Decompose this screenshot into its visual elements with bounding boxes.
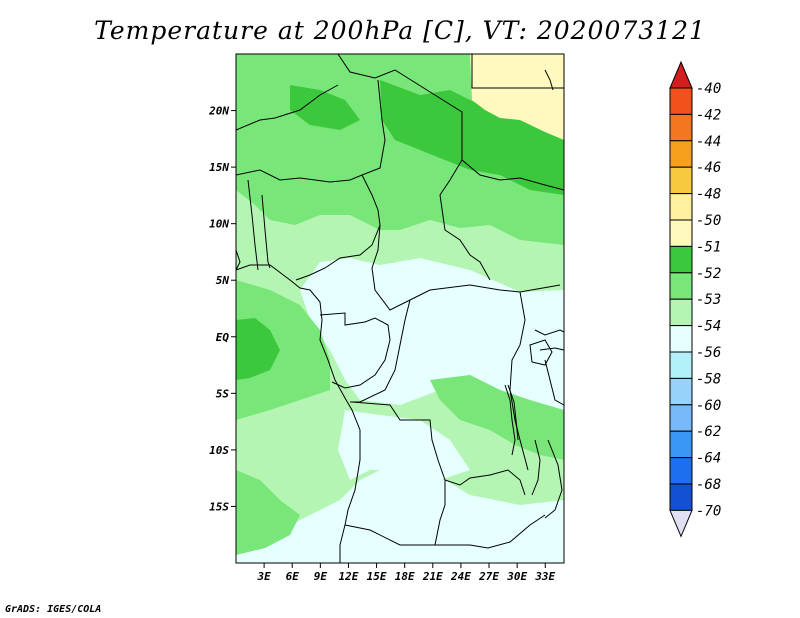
- colorbar-swatch: [669, 430, 693, 459]
- lon-tick-label: 6E: [286, 570, 300, 583]
- border-congo-drc: [350, 299, 411, 403]
- colorbar-swatch: [669, 457, 693, 485]
- colorbar-swatch: [669, 325, 693, 353]
- colorbar-bottom-arrow: [669, 509, 693, 538]
- border-east-africa: [534, 329, 565, 406]
- colorbar-swatch: [669, 166, 693, 195]
- border-nigeria-cameroon: [295, 174, 381, 281]
- border-sudan-south: [461, 159, 565, 191]
- lon-tick-label: 21E: [422, 570, 443, 583]
- border-angola-namibia: [344, 524, 435, 546]
- colorbar-swatch: [669, 272, 693, 300]
- colorbar-label: -40: [696, 81, 721, 97]
- field-cyan-south: [338, 410, 470, 480]
- lat-tick-label: 10S: [209, 444, 229, 457]
- colorbar-label: -46: [696, 160, 721, 176]
- lake-victoria: [529, 339, 553, 366]
- longitude-axis: 3E 6E 9E 12E 15E 18E 21E 24E 27E 30E 33E: [256, 563, 556, 583]
- temperature-field: [236, 54, 564, 563]
- border-mozambique: [544, 439, 563, 519]
- colorbar-label: -58: [696, 371, 721, 387]
- colorbar-label: -56: [696, 345, 721, 361]
- colorbar-label: -70: [696, 503, 721, 519]
- colorbar-swatch: [669, 219, 693, 247]
- coastline-gulf: [235, 249, 241, 271]
- colorbar-swatch: [669, 377, 693, 406]
- colorbar-swatch: [669, 404, 693, 432]
- colorbar-label: -53: [696, 292, 721, 308]
- colorbar-label: -60: [696, 398, 721, 414]
- colorbar-swatch: [669, 351, 693, 379]
- lat-tick-label: 5S: [216, 387, 230, 400]
- colorbar: -40 -42 -44 -46 -48 -50 -51 -52 -53 -54 -56 -58 -60 -…: [669, 60, 721, 538]
- lon-tick-label: 18E: [395, 570, 415, 583]
- colorbar-label: -48: [696, 187, 721, 203]
- colorbar-top-arrow: [669, 60, 693, 89]
- colorbar-label: -50: [696, 213, 721, 229]
- colorbar-label: -44: [696, 134, 721, 150]
- border-nw-frame: [235, 84, 339, 131]
- border-gabon-congo: [319, 312, 391, 389]
- lat-tick-label: 15S: [209, 500, 229, 513]
- lon-tick-label: 24E: [450, 570, 471, 583]
- colorbar-swatch: [669, 245, 693, 274]
- colorbar-swatch: [669, 113, 693, 142]
- chart-title: Temperature at 200hPa [C], VT: 202007312…: [94, 16, 706, 45]
- border-nigeria-north: [235, 79, 386, 183]
- lon-tick-label: 3E: [256, 570, 271, 583]
- lon-tick-label: 30E: [506, 570, 527, 583]
- border-niger-chad: [337, 53, 491, 281]
- lat-tick-label: 10N: [209, 218, 229, 231]
- lon-tick-label: 33E: [534, 570, 555, 583]
- lon-tick-label: 27E: [478, 570, 499, 583]
- colorbar-label: -54: [696, 319, 721, 335]
- colorbar-label: -68: [696, 477, 721, 493]
- colorbar-swatch: [669, 298, 693, 327]
- field-green-52-north: [380, 80, 564, 195]
- lon-tick-label: 9E: [314, 570, 328, 583]
- lake-tanganyika: [504, 384, 519, 456]
- border-ethiopia: [544, 69, 554, 91]
- country-borders: [235, 53, 565, 563]
- lake-malawi: [531, 439, 541, 496]
- latitude-axis: 20N 15N 10N 5N EQ 5S 10S 15S: [208, 105, 236, 513]
- lat-tick-label: 20N: [208, 105, 229, 118]
- colorbar-label: -42: [696, 107, 721, 123]
- colorbar-swatch: [669, 483, 693, 511]
- colorbar-swatch: [669, 193, 693, 221]
- colorbar-label: -64: [696, 451, 721, 467]
- border-egypt-libya: [471, 54, 564, 89]
- border-angola-zambia: [434, 480, 546, 549]
- field-green-52-west: [236, 318, 280, 380]
- colorbar-label: -52: [696, 266, 721, 282]
- lat-tick-label: 15N: [209, 161, 229, 174]
- field-yellow-ne: [470, 54, 564, 140]
- field-green-52-nw: [290, 85, 360, 130]
- colorbar-label: -51: [696, 239, 721, 255]
- field-green-53-east: [430, 375, 564, 460]
- lat-tick-label: 5N: [216, 274, 230, 287]
- grads-credit: GrADS: IGES/COLA: [5, 604, 102, 615]
- lon-tick-label: 12E: [339, 570, 359, 583]
- field-green-53-sw: [236, 470, 300, 555]
- colorbar-label: -62: [696, 424, 721, 440]
- field-green-53-west: [236, 280, 330, 420]
- coastline-west: [235, 264, 361, 563]
- map-frame: [235, 53, 565, 564]
- lat-tick-label: EQ: [216, 331, 230, 344]
- border-drc-east: [509, 291, 529, 471]
- lon-tick-label: 15E: [367, 570, 387, 583]
- colorbar-swatch: [669, 87, 693, 115]
- colorbar-swatch: [669, 140, 693, 168]
